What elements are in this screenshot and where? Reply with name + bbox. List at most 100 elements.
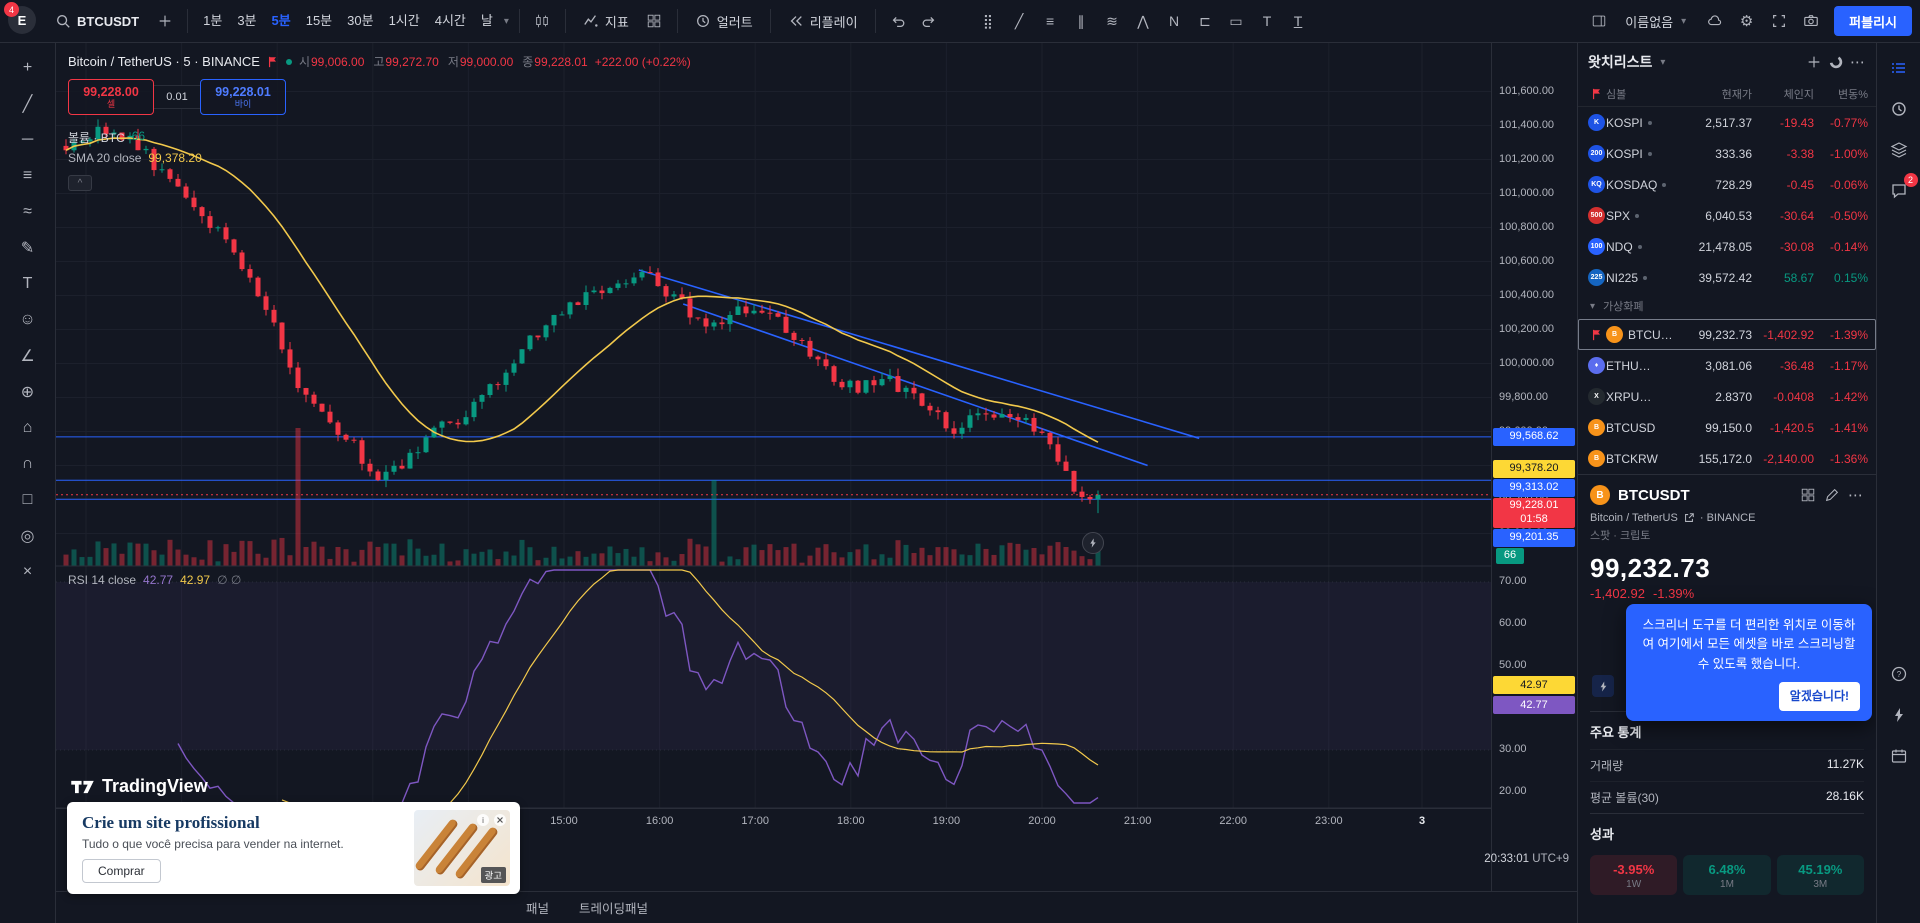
panel-toggle-button[interactable] — [1584, 7, 1613, 36]
tradingview-logo[interactable]: TradingView — [70, 776, 208, 797]
trend-line-tool[interactable]: ╱ — [22, 95, 33, 113]
performance-cell-1W[interactable]: -3.95% 1W — [1590, 855, 1678, 895]
performance-cell-1M[interactable]: 6.48% 1M — [1683, 855, 1771, 895]
volume-indicator-legend[interactable]: 볼륨 · BTC 66 — [68, 129, 146, 145]
chevron-down-icon[interactable]: ▾ — [1660, 56, 1666, 68]
timeframe-15분[interactable]: 15분 — [305, 13, 333, 28]
timeframe-5분[interactable]: 5분 — [271, 13, 291, 28]
ad-info-icon[interactable]: i — [476, 813, 490, 827]
brush-tool[interactable]: ✎ — [20, 239, 35, 257]
watchlist-row-BTCUSDT[interactable]: B BTCUSDT 99,232.73 -1,402.92 -1.39% — [1578, 319, 1876, 350]
timeframe-1분[interactable]: 1분 — [203, 13, 223, 28]
price-axis[interactable]: 101,600.00 101,400.00 101,200.00 101,000.00… — [1491, 43, 1577, 923]
quick-trade-button[interactable] — [1082, 532, 1104, 554]
flag-column-icon[interactable] — [1588, 88, 1606, 100]
indicator-templates-button[interactable] — [640, 7, 669, 36]
emoji-tool[interactable]: ☺ — [19, 310, 36, 328]
anchored-text-icon[interactable]: T — [1293, 13, 1303, 29]
lock-tool[interactable]: □ — [22, 490, 33, 508]
rectangle-icon[interactable]: ▭ — [1229, 12, 1243, 29]
undo-button[interactable] — [884, 7, 913, 36]
clock[interactable]: 20:33:01 UTC+9 — [1484, 853, 1569, 865]
bolt-icon[interactable] — [1886, 702, 1912, 728]
chevron-down-icon[interactable]: ▾ — [503, 15, 509, 27]
zoom-in-tool[interactable]: ⊕ — [20, 383, 35, 401]
rsi-indicator-legend[interactable]: RSI 14 close 42.77 42.97 ∅ ∅ — [68, 573, 242, 587]
text-icon[interactable]: T — [1262, 13, 1272, 29]
horizontal-lines-icon[interactable]: ≡ — [1045, 13, 1055, 29]
add-to-watchlist-icon[interactable] — [1806, 54, 1822, 70]
watchlist-icon[interactable] — [1886, 55, 1912, 81]
tab-panel[interactable]: 패널 — [526, 902, 550, 916]
watchlist-row-NI225[interactable]: 225 NI225 39,572.42 58.67 0.15% — [1578, 262, 1876, 293]
fullscreen-button[interactable] — [1764, 7, 1793, 36]
replay-button[interactable]: 리플레이 — [779, 5, 867, 37]
screenshot-button[interactable] — [1796, 7, 1825, 36]
more-options-icon[interactable]: ⋯ — [1850, 54, 1866, 71]
watchlist-row-BTCKRW[interactable]: B BTCKRW 155,172.0 -2,140.00 -1.36% — [1578, 443, 1876, 474]
chat-icon[interactable]: 2 — [1886, 173, 1918, 204]
timeframe-날[interactable]: 날 — [480, 13, 493, 28]
layout-grid-icon[interactable] — [1800, 487, 1816, 503]
curve-icon[interactable]: ≋ — [1106, 12, 1118, 29]
watchlist-row-XRPUSDT[interactable]: X XRPUSDT 2.8370 -0.0408 -1.42% — [1578, 381, 1876, 412]
watchlist-row-ETHUSDT[interactable]: ♦ ETHUSDT 3,081.06 -36.48 -1.17% — [1578, 350, 1876, 381]
alert-button[interactable]: 얼러트 — [686, 5, 762, 37]
performance-cell-3M[interactable]: 45.19% 3M — [1776, 855, 1864, 895]
measure-tool[interactable]: ∠ — [20, 347, 35, 365]
publish-button[interactable]: 퍼블리시 — [1834, 6, 1912, 36]
crosshair-tool[interactable]: + — [22, 58, 33, 76]
help-icon[interactable]: ? — [1886, 661, 1912, 687]
timeframe-30분[interactable]: 30분 — [347, 13, 374, 28]
sell-button[interactable]: 99,228.00 셀 — [68, 79, 154, 115]
external-link-icon[interactable] — [1683, 512, 1695, 524]
save-layout-button[interactable] — [1700, 7, 1729, 36]
ad-close-icon[interactable] — [493, 813, 507, 827]
layout-name-button[interactable]: 이름없음 ▾ — [1625, 14, 1687, 30]
text-tool[interactable]: T — [22, 274, 33, 292]
magnet-tool[interactable]: ∩ — [21, 454, 34, 472]
watchlist-row-NDQ[interactable]: 100 NDQ 21,478.05 -30.08 -0.14% — [1578, 231, 1876, 262]
grip-icon[interactable]: ⣿ — [982, 12, 994, 29]
candlestick-chart[interactable] — [56, 43, 1491, 923]
parallel-channel-icon[interactable]: ∥ — [1077, 12, 1085, 29]
home-tool[interactable]: ⌂ — [22, 418, 33, 436]
watchlist-column-headers[interactable]: 심볼 현재가 체인지 변동% — [1578, 81, 1876, 107]
collapse-legend-button[interactable]: ^ — [68, 175, 92, 191]
add-symbol-button[interactable] — [150, 7, 179, 36]
timeframe-3분[interactable]: 3분 — [237, 13, 257, 28]
sma-indicator-legend[interactable]: SMA 20 close 99,378.20 — [68, 151, 202, 165]
xabcd-pattern-icon[interactable]: ⋀ — [1137, 12, 1149, 29]
watchlist-row-KOSPI[interactable]: K KOSPI 2,517.37 -19.43 -0.77% — [1578, 107, 1876, 138]
user-avatar[interactable]: E 4 — [4, 2, 38, 36]
heatmap-icon[interactable] — [1828, 54, 1844, 70]
forecast-icon[interactable]: ⊏ — [1199, 12, 1211, 29]
watchlist-row-BTCUSD[interactable]: B BTCUSD 99,150.0 -1,420.5 -1.41% — [1578, 412, 1876, 443]
hide-drawings-tool[interactable]: ◎ — [20, 527, 35, 545]
ad-banner[interactable]: Crie um site profissional Tudo o que voc… — [67, 802, 520, 894]
timeframe-4시간[interactable]: 4시간 — [434, 13, 466, 28]
settings-button[interactable]: ⚙ — [1732, 7, 1761, 36]
indicators-button[interactable]: 지표 — [574, 5, 638, 37]
edit-icon[interactable] — [1824, 487, 1840, 503]
watchlist-row-KOSPI[interactable]: 200 KOSPI 333.36 -3.38 -1.00% — [1578, 138, 1876, 169]
tooltip-ok-button[interactable]: 알겠습니다! — [1778, 682, 1860, 711]
watchlist-row-SPX[interactable]: 500 SPX 6,040.53 -30.64 -0.50% — [1578, 200, 1876, 231]
detail-description-row[interactable]: Bitcoin / TetherUS · BINANCE — [1590, 512, 1756, 524]
buy-button[interactable]: 99,228.01 바이 — [200, 79, 286, 115]
section-crypto[interactable]: ▾ 가상화폐 — [1590, 300, 1644, 314]
detail-symbol[interactable]: BTCUSDT — [1618, 486, 1690, 504]
chart-type-button[interactable] — [528, 7, 557, 36]
symbol-search-button[interactable]: BTCUSDT — [46, 5, 148, 37]
tab-trading-panel[interactable]: 트레이딩패널 — [579, 902, 649, 916]
trend-line-icon[interactable]: ╱ — [1014, 12, 1024, 29]
fib-retracement-tool[interactable]: ≡ — [22, 166, 33, 184]
chart-legend[interactable]: Bitcoin / TetherUS · 5 · BINANCE 시99,006… — [68, 53, 691, 70]
horizontal-line-tool[interactable]: ─ — [21, 130, 34, 148]
calendar-icon[interactable] — [1886, 743, 1912, 769]
more-options-icon[interactable]: ⋯ — [1848, 487, 1864, 504]
quick-order-button[interactable] — [1592, 675, 1614, 697]
timeframe-1시간[interactable]: 1시간 — [388, 13, 420, 28]
watchlist-row-KOSDAQ[interactable]: KQ KOSDAQ 728.29 -0.45 -0.06% — [1578, 169, 1876, 200]
elliott-wave-icon[interactable]: N — [1168, 13, 1180, 29]
